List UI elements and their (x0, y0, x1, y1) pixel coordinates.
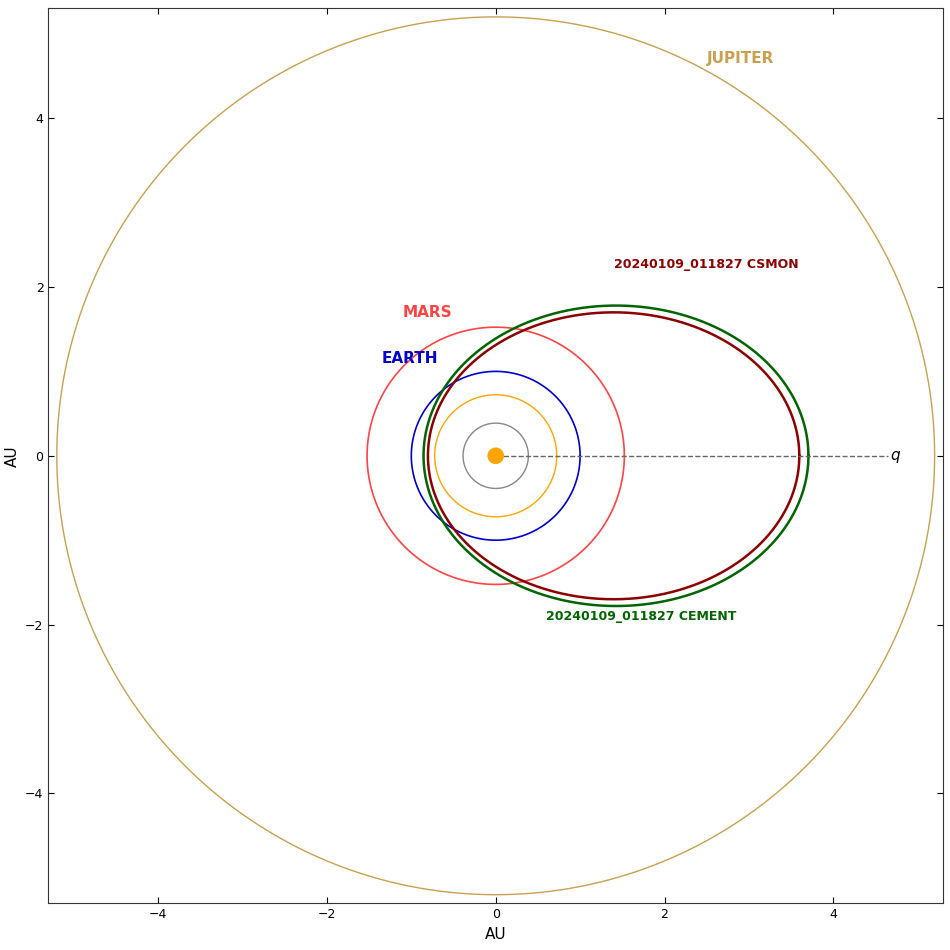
Text: 20240109_011827 CEMENT: 20240109_011827 CEMENT (546, 611, 737, 623)
Text: 20240109_011827 CSMON: 20240109_011827 CSMON (614, 258, 799, 272)
Y-axis label: AU: AU (5, 445, 20, 466)
X-axis label: AU: AU (484, 926, 506, 941)
Text: JUPITER: JUPITER (707, 51, 774, 66)
Text: MARS: MARS (403, 305, 452, 319)
Text: EARTH: EARTH (382, 351, 438, 366)
Text: q: q (891, 448, 901, 464)
Circle shape (488, 448, 504, 464)
